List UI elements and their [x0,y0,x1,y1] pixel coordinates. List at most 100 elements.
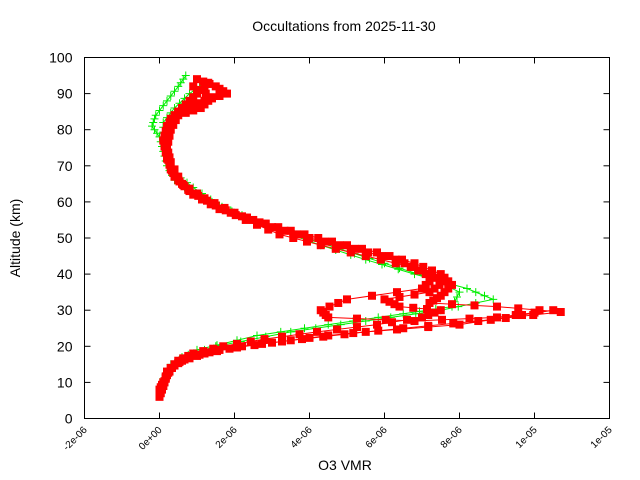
square-marker [220,203,229,212]
square-marker [324,313,333,322]
square-marker [511,311,520,320]
square-marker [418,284,426,293]
square-marker [393,288,401,297]
square-marker [170,165,179,174]
square-marker [320,237,329,246]
plus-marker [159,101,168,110]
square-marker [368,291,376,300]
square-marker [169,120,178,129]
plus-marker [374,313,383,322]
square-marker [261,219,270,228]
y-tick-label: 60 [57,194,73,210]
square-marker [166,158,175,167]
square-marker [305,234,314,242]
square-marker [200,194,209,203]
y-tick-label: 20 [57,338,73,354]
y-tick-label: 0 [65,411,73,427]
square-marker [353,314,361,323]
square-marker [465,314,474,323]
data-series-layer [148,71,565,401]
square-marker [514,304,523,313]
plus-marker [361,317,370,326]
square-marker [164,137,173,146]
x-axis-label: O3 VMR [318,457,372,473]
square-marker [325,302,334,311]
square-marker [393,325,401,334]
x-tick-label: 4e-06 [289,425,315,451]
y-tick-label: 70 [57,158,73,174]
square-marker [155,392,164,401]
square-marker [400,259,409,268]
square-marker [425,270,434,279]
y-tick-label: 40 [57,266,73,282]
square-marker [474,317,483,326]
square-marker [295,330,304,339]
square-marker [430,308,439,317]
y-tick-label: 90 [57,86,73,102]
square-marker [196,104,205,113]
square-marker [174,111,183,120]
square-marker [385,297,394,306]
square-marker [350,244,359,253]
square-marker [328,237,336,246]
square-marker [163,367,171,376]
square-marker [486,315,495,324]
square-marker [556,308,565,317]
x-tick-label: 1e-05 [514,425,540,451]
square-marker [409,303,418,312]
x-axis: -2e-06 0e+00 2e-06 4e-06 6e-06 8e-06 1e-05 1e-0… [61,57,615,453]
square-marker [233,339,241,348]
square-marker [275,230,284,239]
square-marker [334,298,343,307]
square-marker [159,382,168,391]
square-marker [438,315,446,324]
square-marker [209,344,218,353]
square-marker [246,337,255,346]
plus-marker [286,327,295,336]
plus-marker [453,292,461,301]
plus-marker [155,106,164,115]
plus-marker [300,324,309,333]
square-marker [364,248,373,257]
square-marker [501,314,510,323]
square-marker [268,223,276,232]
square-marker [470,301,479,310]
plus-marker [489,295,498,304]
square-marker [440,277,449,286]
square-marker [278,337,286,346]
plus-marker [166,92,175,101]
square-marker [189,106,198,115]
y-axis-label: Altitude (km) [7,199,23,278]
square-marker [418,313,426,322]
square-marker [201,89,210,98]
y-tick-label: 100 [49,50,73,66]
x-tick-label: 0e+00 [137,425,165,453]
square-marker [535,306,544,315]
square-marker [403,315,411,324]
square-marker [391,255,400,264]
square-marker [199,347,208,356]
square-marker [278,332,286,341]
square-marker [300,230,309,239]
plus-marker [480,291,489,300]
plus-marker [163,96,171,105]
square-marker [161,126,170,135]
y-tick-label: 80 [57,122,73,138]
square-marker [215,92,224,101]
square-marker [313,327,321,336]
square-marker [199,77,208,86]
square-marker [230,208,239,217]
square-marker [518,311,526,320]
plus-marker [149,118,158,127]
square-marker [260,335,269,344]
x-tick-label: 2e-06 [214,425,240,451]
square-marker [418,266,426,275]
square-marker [395,292,404,301]
square-marker [298,335,306,344]
square-marker [160,131,169,140]
square-marker [380,295,389,304]
square-marker [448,300,456,309]
square-marker [353,323,361,332]
square-marker [193,99,201,108]
